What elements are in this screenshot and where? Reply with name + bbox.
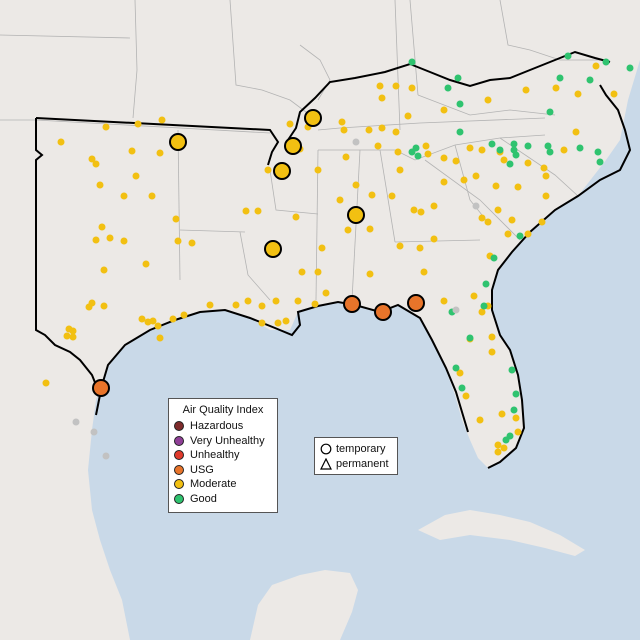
yucatan-land xyxy=(250,570,358,640)
permanent-label: permanent xyxy=(336,457,389,470)
legend-item-hazardous: Hazardous xyxy=(169,419,277,434)
temporary-moderate-monitors[interactable] xyxy=(169,109,365,258)
circle-icon xyxy=(320,443,332,454)
legend-item-unhealthy: Unhealthy xyxy=(169,448,277,463)
very-unhealthy-swatch-icon xyxy=(174,435,184,446)
legend-label: USG xyxy=(190,463,214,476)
state-borders xyxy=(0,0,600,301)
good-swatch-icon xyxy=(174,493,184,504)
temporary-usg-monitors[interactable] xyxy=(92,294,425,397)
triangle-icon xyxy=(320,457,332,470)
legend-item-temporary: temporary xyxy=(315,441,397,456)
legend-item-very-unhealthy: Very Unhealthy xyxy=(169,434,277,449)
legend-label: Hazardous xyxy=(190,420,244,433)
legend-title: Air Quality Index xyxy=(182,404,264,416)
cuba-land xyxy=(418,510,585,556)
usg-swatch-icon xyxy=(174,464,184,475)
legend-label: Good xyxy=(190,492,217,505)
legend-label: Very Unhealthy xyxy=(190,434,265,447)
legend-item-usg: USG xyxy=(169,463,277,478)
moderate-swatch-icon xyxy=(174,479,184,490)
legend-item-permanent: permanent xyxy=(315,456,397,471)
no-data-station-points[interactable] xyxy=(72,138,480,460)
temporary-label: temporary xyxy=(336,442,386,455)
legend-item-moderate: Moderate xyxy=(169,477,277,492)
moderate-station-points[interactable] xyxy=(42,62,618,456)
region-boundary xyxy=(35,50,632,469)
legend-label: Moderate xyxy=(190,478,237,491)
aqi-legend: Air Quality Index Hazardous Very Unhealt… xyxy=(168,398,278,513)
legend-item-good: Good xyxy=(169,492,277,507)
unhealthy-swatch-icon xyxy=(174,450,184,461)
legend-label: Unhealthy xyxy=(190,449,240,462)
monitor-type-legend: temporary permanent xyxy=(314,437,398,475)
hazardous-swatch-icon xyxy=(174,421,184,432)
